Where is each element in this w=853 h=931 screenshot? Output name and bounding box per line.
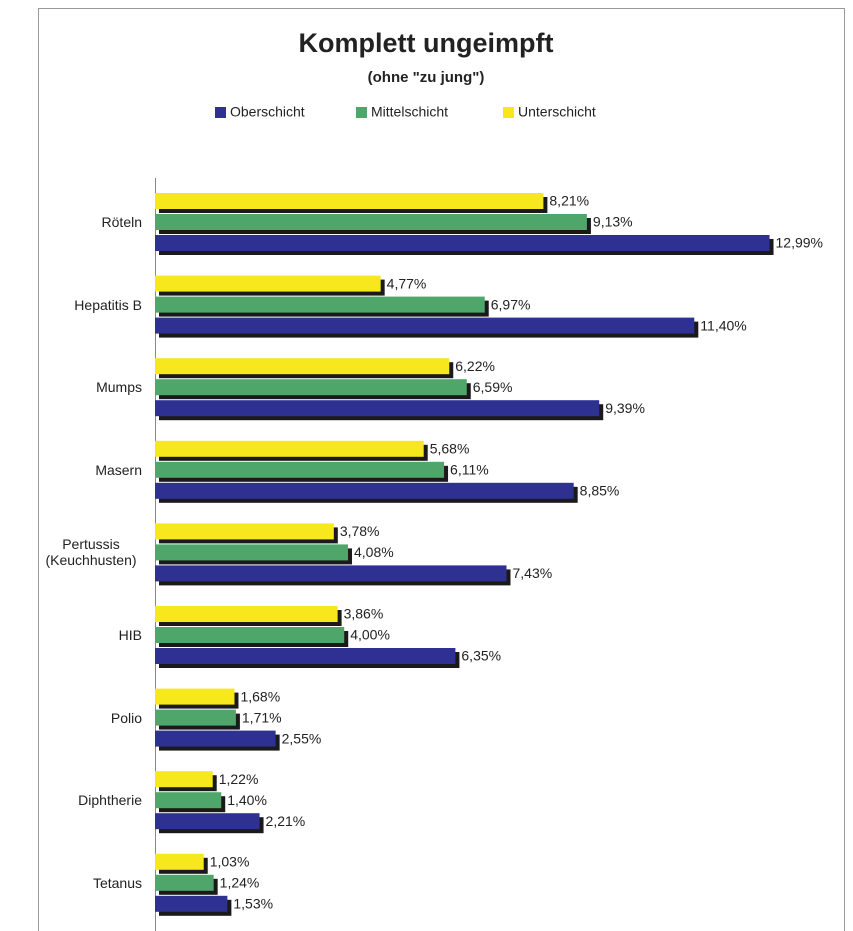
bar	[155, 771, 213, 788]
legend-label: Unterschicht	[518, 104, 596, 120]
category-label: Polio	[40, 710, 142, 726]
value-label: 4,00%	[350, 627, 390, 643]
bar	[155, 379, 467, 396]
value-label: 4,08%	[354, 544, 394, 560]
category-text: Tetanus	[92, 874, 142, 891]
category-text: Polio	[110, 709, 142, 726]
bar	[155, 792, 222, 809]
bar	[155, 688, 235, 705]
bar	[155, 565, 507, 582]
category-label: Tetanus	[40, 875, 142, 891]
legend-swatch	[356, 107, 367, 118]
category-label: Hepatitis B	[40, 297, 142, 313]
category-label: Mumps	[40, 379, 142, 395]
value-label: 1,24%	[220, 875, 260, 891]
value-label: 9,39%	[605, 400, 645, 416]
value-label: 6,97%	[491, 296, 531, 312]
bar	[155, 275, 381, 292]
value-label: 6,11%	[450, 462, 489, 478]
value-label: 6,59%	[473, 379, 513, 395]
value-label: 1,53%	[233, 896, 273, 912]
category-label: Masern	[40, 462, 142, 478]
bar	[155, 235, 770, 251]
bar	[155, 874, 214, 891]
bar	[155, 440, 424, 457]
value-label: 4,77%	[387, 275, 427, 291]
chart-subtitle: (ohne "zu jung")	[368, 69, 485, 86]
chart-title: Komplett ungeimpft	[299, 28, 554, 58]
category-text: HIB	[118, 627, 142, 643]
value-label: 8,85%	[580, 483, 620, 499]
category-text: Röteln	[101, 214, 142, 230]
category-text: Pertussis (Keuchhusten)	[45, 536, 137, 569]
value-label: 2,21%	[266, 813, 306, 829]
bar	[155, 400, 600, 417]
bar	[155, 648, 456, 664]
bar	[155, 214, 587, 230]
category-text: Hepatitis B	[74, 296, 142, 313]
bar	[155, 317, 695, 334]
value-label: 2,55%	[282, 730, 322, 746]
bar	[155, 606, 338, 622]
category-text: Mumps	[96, 379, 142, 396]
bar	[155, 544, 349, 561]
bar	[155, 193, 544, 209]
value-label: 1,40%	[227, 792, 267, 808]
bar	[155, 482, 574, 499]
bar	[155, 461, 445, 478]
category-text: Masern	[95, 461, 142, 478]
bar	[155, 296, 485, 313]
value-label: 9,13%	[593, 214, 633, 230]
bar	[155, 730, 276, 747]
category-text: Diphtherie	[78, 792, 142, 809]
bar	[155, 709, 236, 726]
category-label: Röteln	[40, 214, 142, 230]
value-label: 12,99%	[776, 235, 823, 251]
value-label: 8,21%	[549, 193, 589, 209]
legend-swatch	[215, 107, 226, 118]
value-label: 1,71%	[242, 709, 282, 725]
bar	[155, 813, 260, 830]
bar	[155, 895, 228, 912]
value-label: 11,40%	[700, 317, 746, 333]
category-label: Diphtherie	[40, 792, 142, 808]
value-label: 6,22%	[455, 358, 495, 374]
bar	[155, 523, 334, 540]
category-label: Pertussis (Keuchhusten)	[40, 536, 142, 568]
bar	[155, 358, 450, 375]
legend-swatch	[503, 107, 514, 118]
value-label: 1,22%	[219, 771, 259, 787]
legend-label: Mittelschicht	[371, 104, 448, 120]
bar	[155, 853, 204, 870]
value-label: 7,43%	[512, 565, 552, 581]
value-label: 6,35%	[461, 648, 501, 664]
value-label: 3,78%	[340, 523, 380, 539]
value-label: 1,03%	[210, 854, 250, 870]
legend-label: Oberschicht	[230, 104, 305, 120]
value-label: 3,86%	[344, 606, 384, 622]
value-label: 5,68%	[430, 441, 470, 457]
category-label: HIB	[40, 627, 142, 643]
chart-frame	[38, 8, 845, 931]
value-label: 1,68%	[240, 688, 280, 704]
bar	[155, 627, 345, 643]
